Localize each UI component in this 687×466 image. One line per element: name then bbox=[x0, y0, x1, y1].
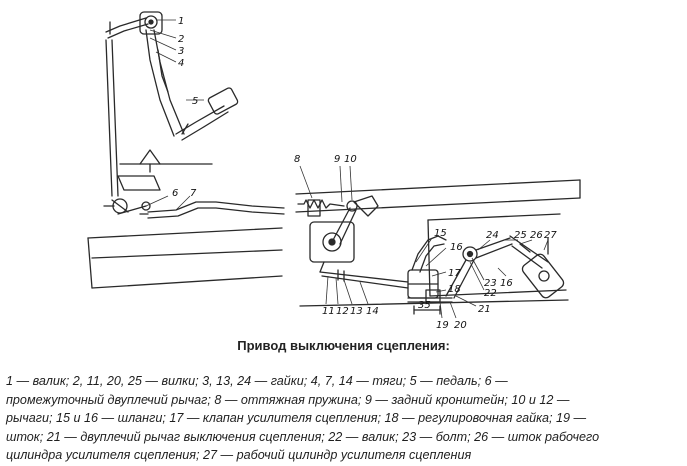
release-lever-21 bbox=[445, 259, 467, 297]
legend: 1 — валик; 2, 11, 20, 25 — вилки; 3, 13,… bbox=[6, 372, 682, 465]
technical-drawing: 1 2 3 4 5 6 7 8 9 10 11 12 13 14 15 16 1… bbox=[87, 11, 581, 330]
callout-17: 17 bbox=[448, 268, 461, 279]
rear-bracket-9 bbox=[309, 221, 355, 263]
spring-8 bbox=[297, 199, 345, 209]
pedal-linkage-group bbox=[87, 11, 285, 289]
callout-18: 18 bbox=[448, 284, 461, 295]
callout-4: 4 bbox=[178, 58, 184, 69]
legend-line: цилиндра усилителя сцепления; 27 — рабоч… bbox=[6, 448, 472, 463]
diagram-title: Привод выключения сцепления: bbox=[237, 338, 450, 353]
shaft-22 bbox=[462, 246, 478, 262]
callout-2: 2 bbox=[178, 34, 184, 45]
callout-16-cylinder: 16 bbox=[500, 278, 513, 289]
callout-19: 19 bbox=[436, 320, 449, 330]
callout-20: 20 bbox=[454, 320, 467, 330]
callout-22: 22 bbox=[484, 288, 497, 299]
hose-15 bbox=[411, 235, 439, 271]
callout-1: 1 bbox=[178, 16, 184, 27]
legend-line: шток; 21 — двуплечий рычаг выключения сц… bbox=[6, 429, 600, 444]
shaft-bracket bbox=[139, 11, 163, 35]
callout-24: 24 bbox=[486, 230, 499, 241]
callout-16-hose: 16 bbox=[450, 242, 463, 253]
callout-23: 23 bbox=[484, 278, 497, 289]
callout-3: 3 bbox=[178, 46, 184, 57]
legend-line: рычаги; 15 и 16 — шланги; 17 — клапан ус… bbox=[6, 411, 587, 426]
callout-25: 25 bbox=[514, 230, 527, 241]
callout-15: 15 bbox=[434, 228, 447, 239]
pedal-arm bbox=[145, 29, 175, 137]
callout-7: 7 bbox=[190, 188, 197, 199]
callout-12: 12 bbox=[336, 306, 349, 317]
callout-6: 6 bbox=[172, 188, 178, 199]
callout-26: 26 bbox=[530, 230, 543, 241]
booster-group bbox=[295, 179, 581, 315]
callout-10: 10 bbox=[344, 154, 357, 165]
callout-9: 9 bbox=[334, 154, 340, 165]
dimension-35: 35 bbox=[418, 300, 431, 311]
rod-14 bbox=[319, 271, 409, 283]
legend-line: промежуточный двуплечий рычаг; 8 — оттяж… bbox=[6, 392, 570, 407]
rod-7 bbox=[147, 201, 285, 213]
callout-11: 11 bbox=[322, 306, 335, 317]
callout-8: 8 bbox=[294, 154, 300, 165]
frame-rail-left bbox=[87, 227, 283, 239]
callout-14: 14 bbox=[366, 306, 379, 317]
callout-13: 13 bbox=[350, 306, 363, 317]
callout-5: 5 bbox=[192, 96, 198, 107]
work-cylinder-27 bbox=[521, 253, 565, 299]
callouts: 1 2 3 4 5 6 7 8 9 10 11 12 13 14 15 16 1… bbox=[145, 16, 557, 330]
callout-21: 21 bbox=[478, 304, 491, 315]
shaft-1 bbox=[144, 15, 158, 29]
callout-27: 27 bbox=[544, 230, 557, 241]
legend-line: 1 — валик; 2, 11, 20, 25 — вилки; 3, 13,… bbox=[6, 374, 508, 388]
pedal-5 bbox=[207, 87, 239, 115]
clutch-drive-drawing: 1 2 3 4 5 6 7 8 9 10 11 12 13 14 15 16 1… bbox=[87, 11, 581, 330]
hose-16 bbox=[419, 243, 445, 273]
rod-4 bbox=[111, 39, 119, 197]
frame-beam bbox=[295, 179, 581, 195]
